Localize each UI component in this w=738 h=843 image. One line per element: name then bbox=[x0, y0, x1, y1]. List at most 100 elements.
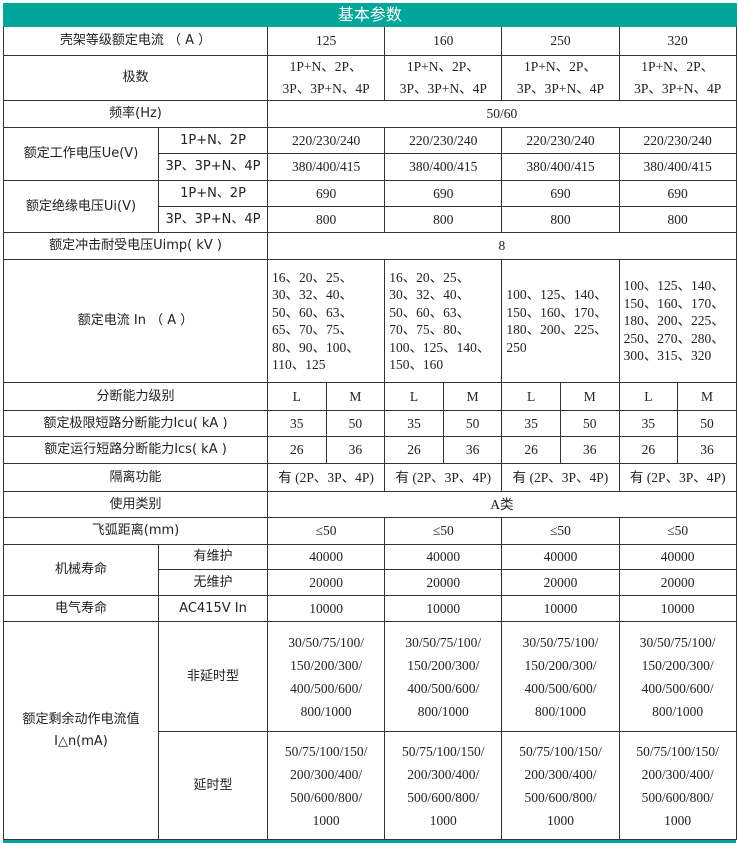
row-label: 极数 bbox=[3, 55, 268, 101]
table-row: 隔离功能有 (2P、3P、4P) 有 (2P、3P、4P) 有 (2P、3P、4P)… bbox=[3, 463, 737, 492]
value-cell: 220/230/240 bbox=[501, 127, 620, 154]
value-cell: 30/50/75/100/ 150/200/300/ 400/500/600/ … bbox=[501, 621, 620, 732]
row-sublabel: 3P、3P+N、4P bbox=[158, 153, 268, 181]
row-label: 电气寿命 bbox=[3, 595, 159, 622]
value-cell: ≤50 bbox=[384, 517, 503, 545]
row-sublabel: 无维护 bbox=[158, 569, 268, 596]
value-cell: 50/75/100/150/ 200/300/400/ 500/600/800/… bbox=[501, 731, 620, 840]
row-label: 额定极限短路分断能力Icu( kA ) bbox=[3, 410, 268, 437]
row-label: 额定运行短路分断能力Ics( kA ) bbox=[3, 436, 268, 464]
value-cell: 26 bbox=[618, 436, 679, 464]
parameters-table: 基本参数 壳架等级额定电流 （ A ） 125 160 250 320 极数 1P+N、2P… bbox=[3, 3, 737, 840]
value-cell: 220/230/240 bbox=[618, 127, 737, 154]
row-label: 壳架等级额定电流 （ A ） bbox=[3, 26, 268, 56]
value-cell: 35 bbox=[384, 410, 444, 437]
value-cell: 380/400/415 bbox=[501, 153, 620, 181]
value-cell: 有 (2P、3P、4P) bbox=[618, 463, 737, 492]
value-cell: 50/75/100/150/ 200/300/400/ 500/600/800/… bbox=[618, 731, 737, 840]
row-label: 额定绝缘电压Ui(V) bbox=[3, 180, 159, 233]
value-cell: L bbox=[501, 382, 561, 411]
value-cell: 26 bbox=[267, 436, 327, 464]
value-cell: 50 bbox=[442, 410, 503, 437]
value-cell: L bbox=[618, 382, 679, 411]
value-cell: 1P+N、2P、 3P、3P+N、4P bbox=[266, 55, 386, 101]
value-cell: 36 bbox=[442, 436, 503, 464]
value-cell: 有 (2P、3P、4P) bbox=[266, 463, 386, 492]
value-cell: 1P+N、2P、 3P、3P+N、4P bbox=[501, 55, 620, 101]
value-cell: 40000 bbox=[266, 544, 386, 570]
value-cell: 690 bbox=[384, 180, 503, 207]
value-cell: 40000 bbox=[501, 544, 620, 570]
value-cell: 1P+N、2P、 3P、3P+N、4P bbox=[384, 55, 503, 101]
value-cell: ≤50 bbox=[618, 517, 737, 545]
row-label: 分断能力级别 bbox=[3, 382, 268, 411]
value-cell: 800 bbox=[501, 206, 620, 233]
value-cell: 有 (2P、3P、4P) bbox=[384, 463, 503, 492]
value-cell: 380/400/415 bbox=[618, 153, 737, 181]
value-cell: 50/75/100/150/ 200/300/400/ 500/600/800/… bbox=[266, 731, 386, 840]
value-cell: 50/60 bbox=[267, 100, 737, 128]
row-label: 使用类别 bbox=[3, 491, 268, 518]
parameters-table-container: 基本参数 壳架等级额定电流 （ A ） 125 160 250 320 极数 1P+N、2P… bbox=[3, 3, 737, 843]
value-cell: 50 bbox=[559, 410, 620, 437]
value-cell: 26 bbox=[384, 436, 444, 464]
table-row: 延时型 50/75/100/150/ 200/300/400/ 500/600/8… bbox=[4, 731, 737, 840]
value-cell: 160 bbox=[384, 26, 503, 56]
value-cell: 100、125、140、 150、160、170、 180、200、225、 2… bbox=[618, 259, 737, 383]
row-label: 额定冲击耐受电压Uimp( kV ) bbox=[3, 232, 268, 260]
table-row: 壳架等级额定电流 （ A ） 125 160 250 320 bbox=[3, 26, 737, 56]
value-cell: L bbox=[267, 382, 327, 411]
table-row: 无维护 20000 20000 20000 20000 bbox=[4, 569, 737, 596]
value-cell: 100、125、140、 150、160、170、 180、200、225、 2… bbox=[501, 259, 620, 383]
value-cell: 220/230/240 bbox=[266, 127, 386, 154]
row-sublabel: 3P、3P+N、4P bbox=[158, 206, 268, 233]
table-row: 额定电流 In （ A ） 16、20、25、 30、32、40、 50、60、6… bbox=[3, 259, 737, 383]
value-cell: 320 bbox=[618, 26, 737, 56]
value-cell: 380/400/415 bbox=[384, 153, 503, 181]
value-cell: 220/230/240 bbox=[384, 127, 503, 154]
value-cell: 8 bbox=[267, 232, 737, 260]
row-sublabel: 非延时型 bbox=[158, 621, 268, 732]
value-cell: 30/50/75/100/ 150/200/300/ 400/500/600/ … bbox=[618, 621, 737, 732]
row-label: 频率(Hz) bbox=[3, 100, 268, 128]
value-cell: 10000 bbox=[501, 595, 620, 622]
row-label: 额定工作电压Ue(V) bbox=[3, 127, 159, 181]
table-row: 使用类别 A类 bbox=[3, 491, 737, 518]
value-cell: 16、20、25、 30、32、40、 50、60、63、 65、70、75、 … bbox=[266, 259, 386, 383]
value-cell: 36 bbox=[677, 436, 737, 464]
table-row: 电气寿命 AC415V In 10000 10000 10000 10000 bbox=[3, 595, 737, 622]
table-row: 额定工作电压Ue(V) 1P+N、2P 220/230/240 220/230/240… bbox=[3, 127, 737, 181]
value-cell: 30/50/75/100/ 150/200/300/ 400/500/600/ … bbox=[384, 621, 503, 732]
value-cell: 35 bbox=[501, 410, 561, 437]
value-cell: 690 bbox=[618, 180, 737, 207]
value-cell: 40000 bbox=[618, 544, 737, 570]
table-row: 额定剩余动作电流值 I△n(mA) 非延时型 30/50/75/100/ 150/2… bbox=[3, 621, 737, 840]
value-cell: 10000 bbox=[384, 595, 503, 622]
value-cell: 380/400/415 bbox=[266, 153, 386, 181]
value-cell: 26 bbox=[501, 436, 561, 464]
row-sublabel: AC415V In bbox=[158, 595, 268, 622]
value-cell: 10000 bbox=[266, 595, 386, 622]
value-cell: 690 bbox=[501, 180, 620, 207]
value-cell: 36 bbox=[325, 436, 386, 464]
table-row: 额定运行短路分断能力Ics( kA ) 26 36 26 36 26 36 26 36 bbox=[3, 436, 737, 464]
value-cell: 10000 bbox=[618, 595, 737, 622]
table-row: 分断能力级别 L M L M L M L M bbox=[3, 382, 737, 411]
table-row: 频率(Hz) 50/60 bbox=[3, 100, 737, 128]
value-cell: 690 bbox=[266, 180, 386, 207]
value-cell: 16、20、25、 30、32、40、 50、60、63、 70、75、80、 … bbox=[384, 259, 503, 383]
row-sublabel: 1P+N、2P bbox=[158, 180, 268, 207]
value-cell: ≤50 bbox=[266, 517, 386, 545]
table-row: 额定绝缘电压Ui(V) 1P+N、2P 690 690 690 690 bbox=[3, 180, 737, 233]
value-cell: 20000 bbox=[618, 569, 737, 596]
table-row: 机械寿命 有维护 40000 40000 40000 40000 bbox=[3, 544, 737, 596]
table-row: 额定极限短路分断能力Icu( kA ) 35 50 35 50 35 50 35 50 bbox=[3, 410, 737, 437]
value-cell: ≤50 bbox=[501, 517, 620, 545]
table-title: 基本参数 bbox=[3, 3, 737, 27]
value-cell: 50 bbox=[325, 410, 386, 437]
value-cell: 40000 bbox=[384, 544, 503, 570]
value-cell: M bbox=[325, 382, 386, 411]
value-cell: M bbox=[442, 382, 503, 411]
row-label: 机械寿命 bbox=[3, 544, 159, 596]
value-cell: 50 bbox=[677, 410, 737, 437]
